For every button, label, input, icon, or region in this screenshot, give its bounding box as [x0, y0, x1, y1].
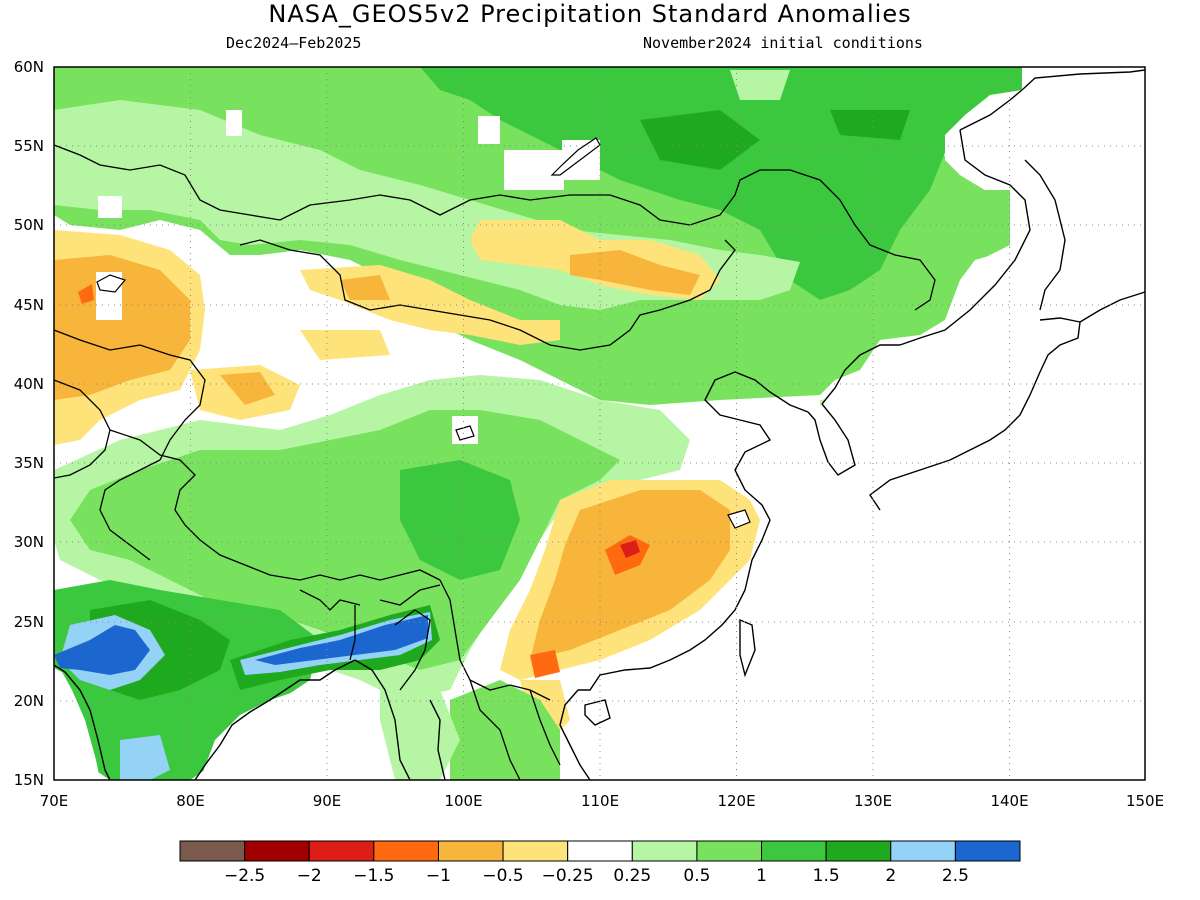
colorbar-label: 2.5 — [942, 866, 969, 886]
lat-tick-label: 20N — [14, 692, 44, 710]
colorbar-swatch — [567, 840, 633, 862]
anomaly-region-sichuan-wet — [400, 460, 520, 580]
anomaly-region-indochina-orange — [530, 650, 560, 678]
colorbar-label: 1 — [756, 866, 767, 886]
anomaly-region-central-asia-orange — [78, 284, 94, 304]
lon-tick-label: 130E — [854, 792, 892, 810]
map-title: NASA_GEOS5v2 Precipitation Standard Anom… — [268, 0, 912, 28]
colorbar-swatch — [825, 840, 892, 862]
lat-tick-label: 35N — [14, 454, 44, 472]
colorbar-label: 0.25 — [613, 866, 651, 886]
anomaly-region-se-china-dry-core — [530, 490, 730, 660]
colorbar-swatch — [308, 840, 375, 862]
colorbar-label: −2 — [297, 866, 322, 886]
lat-tick-label: 60N — [14, 58, 44, 76]
colorbar-label: −1 — [426, 866, 451, 886]
missing-cell — [98, 196, 122, 218]
anomaly-field — [54, 67, 1145, 780]
colorbar-label: 2 — [885, 866, 896, 886]
lat-axis: 60N 55N 50N 45N 40N 35N 30N 25N 20N 15N — [14, 58, 44, 789]
anomaly-region-india-blue — [54, 625, 150, 675]
lat-tick-label: 30N — [14, 533, 44, 551]
anomaly-region-indochina-wet — [450, 680, 560, 780]
lon-tick-label: 100E — [444, 792, 482, 810]
lat-tick-label: 55N — [14, 137, 44, 155]
ocean-bay-of-bengal — [200, 680, 395, 780]
colorbar: −2.5 −2 −1.5 −1 −0.5 −0.25 0.25 0.5 1 1.5 2 2.5 — [179, 840, 1021, 886]
colorbar-swatch — [890, 840, 956, 862]
colorbar-swatch — [954, 840, 1021, 862]
anomaly-region-mongolia-orange — [340, 275, 390, 300]
lat-tick-label: 25N — [14, 613, 44, 631]
lon-tick-label: 150E — [1126, 792, 1164, 810]
anomaly-region-north-core — [640, 110, 760, 170]
colorbar-label: −0.5 — [482, 866, 523, 886]
colorbar-label: 1.5 — [813, 866, 840, 886]
anomaly-region-hunan-red — [620, 540, 640, 558]
lat-tick-label: 40N — [14, 375, 44, 393]
lon-tick-label: 110E — [581, 792, 619, 810]
coastlines — [54, 69, 1145, 780]
colorbar-swatch — [179, 840, 246, 862]
country-borders — [54, 144, 936, 780]
lakes — [96, 137, 751, 529]
anomaly-region-north-core-2 — [830, 110, 910, 140]
colorbar-swatch — [761, 840, 827, 862]
anomaly-region-north-light-2 — [730, 70, 790, 100]
missing-cell — [504, 150, 564, 190]
colorbar-swatch — [631, 840, 698, 862]
colorbar-label: −1.5 — [353, 866, 394, 886]
lon-tick-label: 120E — [717, 792, 755, 810]
missing-cell — [478, 116, 500, 144]
colorbar-swatch — [373, 840, 439, 862]
lon-tick-label: 80E — [176, 792, 205, 810]
lon-axis: 70E 80E 90E 100E 110E 120E 130E 140E 150… — [40, 792, 1164, 810]
map-grid — [54, 67, 1145, 780]
plot-frame — [53, 66, 1146, 781]
init-conditions-subtitle: November2024 initial conditions — [643, 34, 923, 52]
colorbar-swatch — [244, 840, 310, 862]
lat-tick-label: 15N — [14, 771, 44, 789]
lon-tick-label: 70E — [40, 792, 69, 810]
missing-cell — [226, 110, 242, 136]
lon-tick-label: 140E — [990, 792, 1028, 810]
anomaly-region-dry-small — [300, 330, 390, 360]
lon-tick-label: 90E — [313, 792, 342, 810]
lat-tick-label: 45N — [14, 296, 44, 314]
colorbar-label: 0.5 — [683, 866, 710, 886]
colorbar-swatch — [502, 840, 569, 862]
colorbar-label: −2.5 — [224, 866, 265, 886]
ocean-arabian-sea — [54, 668, 100, 780]
anomaly-region-tarim-dry-core — [220, 372, 275, 405]
colorbar-label: −0.25 — [542, 866, 594, 886]
colorbar-swatch — [437, 840, 504, 862]
anomaly-region-mongolia-orange-2 — [570, 250, 700, 295]
anomaly-region-india-south-blue-light — [120, 735, 170, 780]
lat-tick-label: 50N — [14, 216, 44, 234]
colorbar-swatch — [696, 840, 763, 862]
ocean-pacific — [560, 67, 1145, 780]
anomaly-region-bay-blue — [255, 615, 428, 665]
period-subtitle: Dec2024—Feb2025 — [226, 34, 362, 52]
